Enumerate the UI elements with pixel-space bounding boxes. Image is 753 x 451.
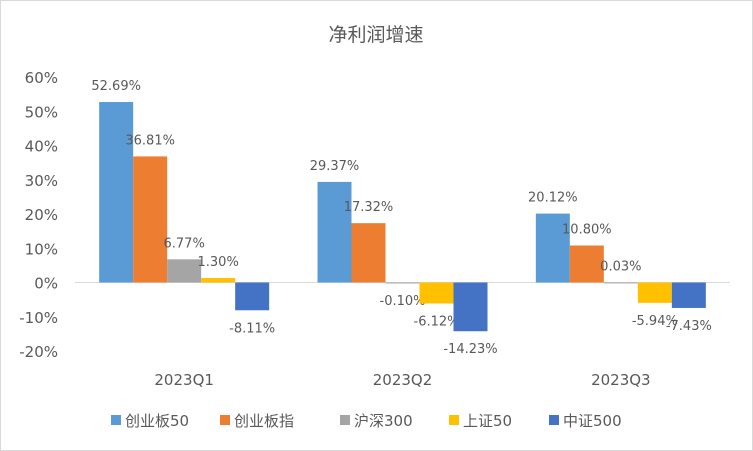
bar-中证500-2023Q1 <box>235 282 270 311</box>
y-tick-label: 10% <box>25 240 58 258</box>
x-tick-label: 2023Q1 <box>154 371 214 389</box>
data-label: 20.12% <box>528 191 578 206</box>
y-tick-label: 40% <box>25 138 58 156</box>
bar-沪深300-2023Q2 <box>385 282 420 284</box>
data-label: -8.11% <box>229 321 275 336</box>
bar-沪深300-2023Q3 <box>603 282 638 284</box>
x-tick-label: 2023Q3 <box>591 371 651 389</box>
y-tick-label: 0% <box>34 275 58 293</box>
legend-swatch <box>549 415 559 425</box>
bar-上证50-2023Q1 <box>201 278 236 283</box>
bar-创业板50-2023Q1 <box>99 102 134 283</box>
data-label: -0.10% <box>380 294 426 309</box>
y-tick-label: 50% <box>25 103 58 121</box>
data-label: 10.80% <box>562 223 612 238</box>
bar-创业板指-2023Q1 <box>133 156 168 283</box>
y-tick-label: 20% <box>25 206 58 224</box>
data-label: 0.03% <box>600 259 641 274</box>
bar-创业板指-2023Q2 <box>351 223 386 283</box>
y-tick-label: -10% <box>19 309 58 327</box>
bar-中证500-2023Q2 <box>453 282 488 332</box>
legend-label: 中证500 <box>563 412 622 430</box>
data-label: 36.81% <box>125 133 175 148</box>
bar-上证50-2023Q3 <box>637 282 672 303</box>
legend-swatch <box>340 415 350 425</box>
bar-上证50-2023Q2 <box>419 282 454 304</box>
y-tick-label: 60% <box>25 69 58 87</box>
bar-创业板50-2023Q2 <box>317 181 352 283</box>
data-label: -14.23% <box>443 342 497 357</box>
legend-label: 沪深300 <box>354 412 413 430</box>
legend-swatch <box>111 415 121 425</box>
legend-label: 上证50 <box>463 412 512 430</box>
data-label: 6.77% <box>164 236 205 251</box>
bar-沪深300-2023Q1 <box>167 259 202 283</box>
data-label: -7.43% <box>666 319 712 334</box>
bar-中证500-2023Q3 <box>671 282 706 308</box>
legend-label: 创业板指 <box>234 412 294 430</box>
chart-title: 净利润增速 <box>328 24 423 46</box>
legend-label: 创业板50 <box>125 412 189 430</box>
data-label: 1.30% <box>198 255 239 270</box>
legend-swatch <box>220 415 230 425</box>
y-tick-label: 30% <box>25 172 58 190</box>
data-label: 17.32% <box>344 200 394 215</box>
data-label: -6.12% <box>414 314 460 329</box>
data-label: 52.69% <box>91 79 141 94</box>
bar-创业板50-2023Q3 <box>535 213 570 283</box>
legend-swatch <box>449 415 459 425</box>
y-tick-label: -20% <box>19 343 58 361</box>
x-tick-label: 2023Q2 <box>373 371 433 389</box>
bar-创业板指-2023Q3 <box>569 245 604 283</box>
data-label: 29.37% <box>310 159 360 174</box>
data-label: -5.94% <box>632 314 678 329</box>
